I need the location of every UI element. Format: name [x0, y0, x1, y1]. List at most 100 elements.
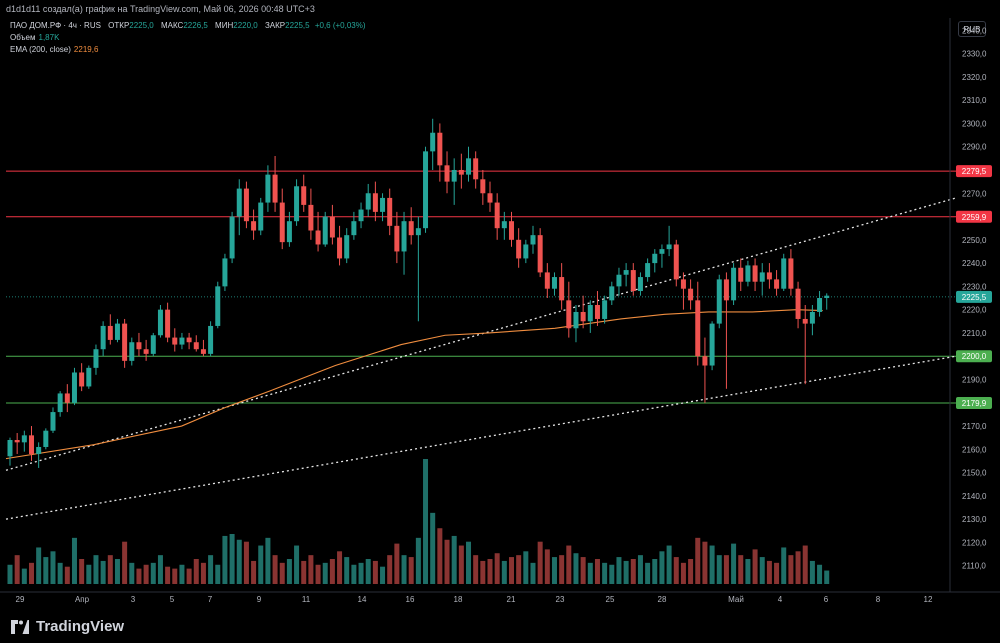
volume-bar [365, 559, 371, 584]
candle-body [294, 186, 300, 222]
volume-bar [501, 560, 507, 584]
low-value: 2220,0 [233, 21, 258, 30]
candle-body [50, 412, 56, 431]
volume-row[interactable]: Объем 1,87K [10, 32, 366, 44]
change-value: +0,6 (+0,03%) [314, 21, 366, 30]
high-value: 2226,5 [183, 21, 208, 30]
volume-bar [415, 537, 421, 584]
volume-bar [143, 564, 149, 584]
candle-body [322, 216, 328, 245]
volume-bar [129, 562, 135, 584]
volume-bar [294, 545, 300, 584]
volume-bar [458, 545, 464, 584]
candle-body [215, 286, 221, 326]
volume-bar [824, 570, 830, 584]
candle-body [594, 304, 600, 319]
candle-body [673, 244, 679, 280]
time-tick-label: Май [728, 595, 744, 604]
volume-bar [523, 551, 529, 584]
candle-body [279, 202, 285, 243]
volume-bar [817, 564, 823, 584]
candle-body [544, 272, 550, 289]
candle-body [537, 235, 543, 273]
volume-bar [229, 534, 235, 584]
volume-bar [329, 559, 335, 584]
candle-body [387, 197, 393, 226]
volume-bar [616, 557, 622, 584]
candle-body [401, 221, 407, 252]
horizontal-levels[interactable] [6, 170, 956, 404]
volume-bar [351, 564, 357, 584]
candle-body [64, 393, 70, 403]
time-axis[interactable]: 29 Апр 3 5 7 9 11 14 16 18 21 23 25 28 Май 4 6 8 12 [0, 591, 1000, 604]
candle-body [143, 349, 149, 354]
volume-bar [222, 535, 228, 584]
candle-body [795, 288, 801, 319]
time-tick-label: 23 [556, 595, 565, 604]
candle-body [136, 342, 142, 350]
ema-row[interactable]: EMA (200, close) 2219,6 [10, 44, 366, 56]
candle-body [122, 323, 128, 361]
volume-bar [430, 512, 436, 584]
candle-body [14, 440, 20, 443]
candle-body [308, 204, 314, 231]
volume-bar [573, 553, 579, 584]
price-axis[interactable]: 2340,02330,02320,02310,02300,02290,02280… [949, 18, 987, 592]
candle-body [530, 235, 536, 245]
volume-bar [731, 543, 737, 584]
open-value: 2225,0 [129, 21, 154, 30]
volume-bar [200, 562, 206, 584]
price-tick-label: 2290,0 [962, 143, 987, 152]
volume-bar [408, 557, 414, 584]
volume-bar [380, 566, 386, 584]
ohlc-row: ПАО ДОМ.РФ · 4ч · RUS ОТКР2225,0 МАКС222… [10, 20, 366, 32]
volume-bar [702, 541, 708, 584]
time-tick-label: 12 [924, 595, 933, 604]
time-tick-label: 9 [257, 595, 262, 604]
volume-bar [781, 547, 787, 584]
volume-bar [466, 541, 472, 584]
volume-bar [71, 537, 77, 584]
ema-label: EMA (200, close) [10, 45, 71, 54]
symbol-name[interactable]: ПАО ДОМ.РФ · 4ч · RUS [10, 21, 101, 30]
price-tick-label: 2340,0 [962, 26, 987, 35]
trendlines[interactable] [5, 197, 957, 520]
candle-body [480, 179, 486, 194]
price-tick-label: 2220,0 [962, 306, 987, 315]
candle-body [788, 258, 794, 289]
candle-body [107, 325, 113, 340]
price-tick-label: 2330,0 [962, 50, 987, 59]
price-chart[interactable]: 2340,02330,02320,02310,02300,02290,02280… [0, 18, 1000, 610]
candle-body [680, 279, 686, 289]
price-tick-label: 2210,0 [962, 329, 987, 338]
volume-bar [401, 555, 407, 584]
volume-bar [14, 555, 20, 584]
volume-bar [494, 553, 500, 584]
candle-body [114, 323, 120, 340]
currency-button[interactable]: RUB [958, 21, 986, 37]
price-tick-label: 2240,0 [962, 259, 987, 268]
level-price-tag [956, 165, 992, 178]
last-price-tag [956, 290, 992, 303]
candle-body [623, 270, 629, 275]
candle-body [344, 235, 350, 259]
candle-body [265, 174, 271, 203]
volume-bar [688, 559, 694, 584]
candle-body [408, 221, 414, 236]
level-price-label: 2179,9 [962, 399, 987, 408]
candle-body [21, 435, 27, 443]
time-tick-label: 14 [358, 595, 367, 604]
candle-body [523, 244, 529, 259]
candle-body [208, 325, 214, 354]
price-tick-label: 2310,0 [962, 96, 987, 105]
price-tick-label: 2150,0 [962, 469, 987, 478]
volume-bar [114, 559, 120, 584]
ema-line [5, 309, 823, 460]
candle-body [329, 216, 335, 238]
volume-bar [100, 560, 106, 584]
volume-bar [580, 557, 586, 584]
ema-200-line [5, 309, 823, 460]
level-price-tag [956, 350, 992, 363]
candle-body [745, 265, 751, 282]
volume-bar [659, 551, 665, 584]
